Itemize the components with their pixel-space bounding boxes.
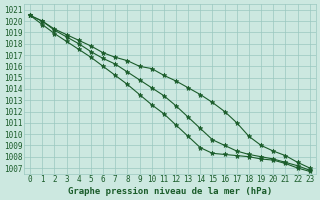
X-axis label: Graphe pression niveau de la mer (hPa): Graphe pression niveau de la mer (hPa) xyxy=(68,187,272,196)
